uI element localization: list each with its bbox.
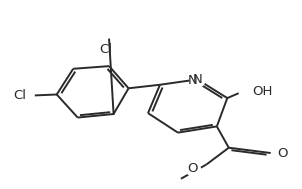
Text: OH: OH	[253, 85, 273, 98]
Text: O: O	[278, 147, 288, 160]
Text: O: O	[188, 163, 198, 176]
Text: Cl: Cl	[13, 89, 26, 102]
Text: N: N	[188, 74, 198, 87]
Text: Cl: Cl	[100, 43, 113, 56]
Text: N: N	[192, 73, 202, 86]
